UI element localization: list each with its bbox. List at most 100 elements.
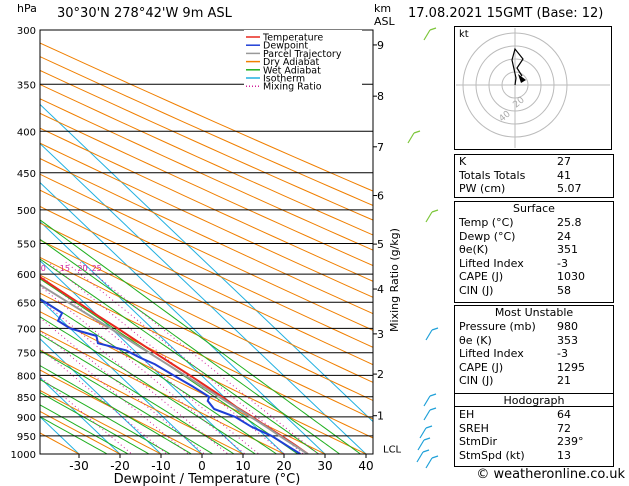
wet-adiabat-line bbox=[40, 219, 362, 454]
wind-barb-flag bbox=[431, 327, 439, 331]
pressure-tick-label: 800 bbox=[17, 371, 36, 382]
wind-barb bbox=[423, 29, 431, 41]
legend-label: Wet Adiabat bbox=[263, 65, 321, 76]
surface-cape-label: CAPE (J) bbox=[459, 270, 504, 284]
x-axis-label: Dewpoint / Temperature (°C) bbox=[114, 472, 301, 486]
dry-adiabat-line bbox=[40, 330, 286, 454]
wind-barb-flag bbox=[413, 130, 421, 134]
dry-adiabat-line bbox=[40, 127, 373, 282]
km-tick-label: 9 bbox=[377, 39, 384, 52]
mixing-ratio-label: 25 bbox=[92, 264, 102, 273]
surface-cin-value: 58 bbox=[557, 283, 571, 297]
dry-adiabat-line bbox=[40, 389, 163, 454]
x-tick-label: 0 bbox=[198, 459, 206, 473]
pw-value: 5.07 bbox=[557, 182, 582, 196]
pressure-tick-label: 300 bbox=[17, 26, 36, 37]
stmspd-value: 13 bbox=[557, 448, 571, 462]
km-tick-label: 4 bbox=[377, 283, 384, 296]
dry-adiabat-line bbox=[40, 410, 122, 454]
km-tick-label: 6 bbox=[377, 190, 384, 203]
pressure-unit-label: hPa bbox=[17, 2, 37, 15]
dry-adiabat-line bbox=[40, 256, 373, 420]
x-tick-label: 10 bbox=[235, 459, 250, 473]
pressure-tick-label: 350 bbox=[17, 80, 36, 91]
k-index-label: K bbox=[459, 155, 467, 168]
km-tick-label: 2 bbox=[377, 368, 384, 381]
sreh-label: SREH bbox=[459, 421, 489, 435]
eh-label: EH bbox=[459, 408, 475, 421]
dry-adiabat-line bbox=[40, 83, 373, 236]
pressure-tick-label: 450 bbox=[17, 169, 36, 180]
mu-li-value: -3 bbox=[557, 347, 568, 361]
isotherm-line bbox=[40, 299, 203, 454]
dry-adiabat-line bbox=[40, 205, 373, 366]
pressure-tick-label: 600 bbox=[17, 270, 36, 281]
dry-adiabat-line bbox=[40, 274, 373, 439]
most-unstable-title: Most Unstable bbox=[494, 306, 574, 319]
asl-label: ASL bbox=[374, 15, 395, 28]
mixing-ratio-line bbox=[40, 317, 206, 454]
isotherm-line bbox=[40, 338, 162, 454]
stmdir-value: 239° bbox=[557, 435, 584, 449]
legend-label: Temperature bbox=[262, 33, 323, 44]
wind-barb-flag bbox=[429, 393, 437, 397]
legend-box bbox=[244, 30, 362, 92]
copyright-footer: © weatheronline.co.uk bbox=[476, 467, 625, 482]
mu-theta-value: 353 bbox=[557, 333, 578, 347]
indices-table: K 27 Totals Totals 41 PW (cm) 5.07 bbox=[454, 154, 614, 198]
wet-adiabat-line bbox=[40, 391, 151, 454]
wet-adiabat-line bbox=[40, 333, 235, 454]
hodograph-unit-label: kt bbox=[459, 29, 469, 40]
mixing-ratio-label: 15 bbox=[60, 264, 70, 273]
surface-dewp-value: 24 bbox=[557, 229, 571, 243]
legend-label: Isotherm bbox=[263, 74, 305, 85]
km-tick-label: 1 bbox=[377, 410, 384, 423]
mu-cin-label: CIN (J) bbox=[459, 374, 494, 388]
totals-value: 41 bbox=[557, 168, 571, 182]
wet-adiabat-line bbox=[40, 258, 320, 454]
profile-dewpoint bbox=[40, 298, 301, 454]
pressure-tick-label: 1000 bbox=[11, 450, 36, 461]
dry-adiabat-line bbox=[40, 42, 373, 192]
surface-title: Surface bbox=[513, 202, 555, 215]
hodograph-table: Hodograph EH 64 SREH 72 StmDir 239° StmSpd … bbox=[454, 393, 614, 467]
surface-temp-value: 25.8 bbox=[557, 216, 582, 229]
mu-cin-value: 21 bbox=[557, 374, 571, 388]
wind-barb bbox=[423, 395, 431, 407]
wind-barb-flag bbox=[425, 425, 433, 429]
pressure-tick-label: 700 bbox=[17, 324, 36, 335]
profile-parcel-trajectory bbox=[40, 283, 309, 454]
wind-barb-flag bbox=[423, 437, 431, 441]
wet-adiabat-line bbox=[40, 365, 193, 454]
pressure-tick-label: 500 bbox=[17, 206, 36, 217]
surface-dewp-label: Dewp (°C) bbox=[459, 229, 516, 243]
wet-adiabat-line bbox=[40, 416, 109, 454]
dry-adiabat-line bbox=[40, 222, 373, 383]
x-tick-label: 30 bbox=[317, 459, 332, 473]
dry-adiabat-line bbox=[40, 173, 373, 331]
wind-barb-flag bbox=[429, 27, 437, 31]
storm-motion-arrow bbox=[518, 74, 526, 83]
wet-adiabat-line bbox=[40, 316, 257, 454]
pw-label: PW (cm) bbox=[459, 182, 506, 196]
mixing-ratio-line bbox=[40, 274, 260, 454]
wind-barb bbox=[425, 457, 433, 469]
wind-barb bbox=[417, 439, 425, 451]
mixing-ratio-label: 6 bbox=[7, 264, 12, 273]
surface-table: Surface Temp (°C) 25.8 Dewp (°C) 24 θe(K) 3… bbox=[454, 201, 614, 303]
wet-adiabat-line bbox=[40, 404, 130, 454]
mixing-ratio-line bbox=[40, 285, 246, 454]
wind-barb bbox=[425, 329, 433, 341]
mixing-ratio-axis-label: Mixing Ratio (g/kg) bbox=[388, 228, 401, 332]
legend-label: Dry Adiabat bbox=[263, 57, 320, 68]
isotherm-line bbox=[40, 416, 80, 454]
wind-barb bbox=[425, 211, 433, 223]
x-tick-label: 40 bbox=[358, 459, 373, 473]
km-tick-label: 3 bbox=[377, 328, 384, 341]
location-title: 30°30'N 278°42'W 9m ASL bbox=[57, 6, 232, 21]
eh-value: 64 bbox=[557, 408, 571, 421]
isotherm-line bbox=[40, 103, 373, 423]
wind-barb-flag bbox=[431, 455, 439, 459]
isotherm-line bbox=[40, 142, 367, 454]
